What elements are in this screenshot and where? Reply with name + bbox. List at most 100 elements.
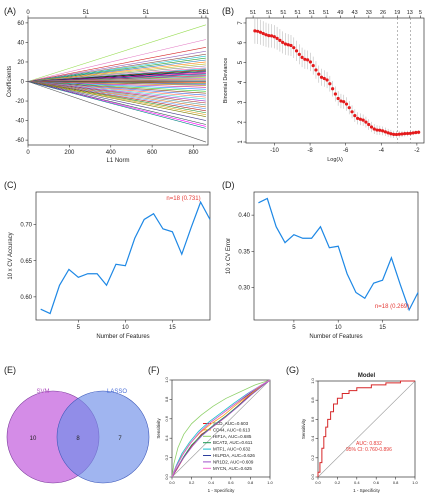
x-axis-label: Log(λ): [327, 157, 343, 163]
x-tick-label: 0.0: [315, 480, 321, 485]
venn-count: 8: [76, 436, 80, 442]
chart-title: Model: [358, 373, 376, 379]
top-tick-label: 33: [366, 10, 372, 16]
coefficient-path: [27, 81, 207, 127]
x-tick-label: 800: [189, 150, 200, 156]
y-axis-label: Binomial Deviance: [223, 58, 229, 104]
coefficient-path: [27, 81, 206, 88]
deviance-point: [303, 57, 307, 61]
coefficient-path: [27, 81, 206, 86]
y-axis-label: Sensitivity: [301, 418, 306, 439]
deviance-point: [283, 42, 288, 46]
ci-annotation: 95% CI: 0.760-0.896: [346, 447, 392, 453]
x-tick-label: 400: [106, 150, 117, 156]
deviance-point: [408, 131, 412, 135]
panel-a-lasso-paths: 0 200 400 600 800 -60 -40 -20 0 20 40 60 L1 Norm Coef…: [7, 10, 210, 164]
coefficient-path: [27, 81, 206, 112]
top-tick-label: 51: [266, 10, 272, 16]
y-axis-label: 10 x CV Accuracy: [8, 232, 14, 279]
top-tick-label: 51: [143, 10, 150, 16]
top-tick-label: 49: [337, 10, 343, 16]
top-tick-label: 19: [394, 10, 400, 16]
y-tick-label: 0.40: [238, 213, 250, 219]
deviance-point: [372, 127, 376, 131]
deviance-point: [358, 117, 362, 121]
y-tick-label: 0.6: [164, 415, 169, 421]
roc-series-line: [171, 379, 271, 478]
x-tick-label: 0.4: [208, 480, 214, 485]
plot-frame: [35, 191, 211, 321]
deviance-point: [339, 99, 343, 103]
x-tick-label: -4: [379, 148, 385, 154]
venn-set-label: LASSO: [107, 389, 127, 395]
y-axis-label: 10 x CV Error: [226, 238, 232, 274]
x-tick-label: 0.6: [373, 480, 379, 485]
x-axis-label: Number of Features: [96, 334, 149, 340]
coefficient-path: [27, 81, 206, 121]
y-tick-label: 5: [238, 60, 244, 64]
y-tick-label: 0.8: [164, 396, 169, 402]
x-axis-label: L1 Norm: [106, 158, 129, 164]
deviance-point: [292, 46, 296, 50]
coefficient-path: [27, 81, 206, 114]
deviance-point: [400, 132, 404, 136]
x-tick-label: 0.6: [228, 480, 234, 485]
y-tick-label: 0.30: [238, 286, 250, 292]
chance-line: [317, 380, 416, 478]
x-tick-label: 0.8: [248, 480, 254, 485]
deviance-point: [353, 114, 357, 118]
top-tick-label: 51: [250, 10, 256, 16]
x-tick-label: 200: [64, 150, 75, 156]
top-tick-label: 51: [280, 10, 286, 16]
y-tick-label: 0.4: [310, 435, 315, 441]
deviance-point: [294, 49, 299, 53]
y-tick-label: 60: [17, 21, 24, 27]
deviance-point: [286, 43, 290, 47]
deviance-point: [417, 130, 421, 134]
y-tick-label: 1.0: [164, 376, 169, 382]
y-axis-label: Sensitivity: [156, 418, 161, 439]
x-tick-label: 0.2: [189, 480, 195, 485]
deviance-point: [411, 131, 415, 135]
y-tick-label: 0.70: [20, 223, 32, 229]
y-tick-label: 0.65: [20, 259, 32, 265]
venn-count: 10: [30, 436, 37, 442]
x-tick-label: 600: [147, 150, 158, 156]
y-tick-label: 40: [17, 41, 24, 47]
panel-b-deviance-plot: -10 -8 -6 -4 -2 1 2 3 4 5 6 7 Log(λ) Binomial Devianc…: [223, 10, 425, 163]
plot-frame: [317, 380, 416, 478]
deviance-point: [275, 36, 279, 40]
top-tick-label: 51: [323, 10, 329, 16]
legend-entry: BCAT2, AUC=0.611: [213, 440, 253, 445]
legend-entry: SCD, AUC=0.603: [213, 421, 249, 426]
y-tick-label: -60: [15, 138, 24, 144]
top-tick-label: 26: [380, 10, 386, 16]
x-tick-label: 0: [26, 150, 30, 156]
deviance-point: [403, 132, 407, 136]
deviance-point: [322, 76, 326, 81]
coefficient-path: [27, 61, 206, 82]
coefficient-path: [27, 59, 206, 82]
deviance-point: [397, 132, 401, 136]
y-tick-label: -40: [15, 119, 24, 125]
y-tick-label: 0.4: [164, 435, 169, 441]
y-tick-label: 20: [17, 60, 24, 66]
deviance-point: [405, 131, 410, 136]
y-axis-label: Coefficients: [7, 66, 13, 97]
y-tick-label: 2: [238, 120, 244, 124]
panel-c-accuracy-plot: 5 10 15 0.60 0.65 0.70 Number of Features 10 x …: [8, 191, 211, 340]
deviance-point: [331, 87, 335, 91]
coefficient-path: [27, 24, 207, 82]
deviance-point: [378, 128, 382, 132]
deviance-point: [281, 40, 285, 44]
panel-label-g: (G): [286, 365, 299, 375]
deviance-point: [367, 122, 371, 127]
x-tick-label: 1.0: [267, 480, 273, 485]
deviance-point: [336, 96, 340, 101]
coefficient-path: [27, 53, 206, 82]
deviance-point: [306, 58, 310, 62]
x-tick-label: 10: [335, 325, 342, 331]
legend-entry: NR1D2, AUC=0.609: [213, 459, 254, 464]
deviance-point: [361, 118, 365, 122]
